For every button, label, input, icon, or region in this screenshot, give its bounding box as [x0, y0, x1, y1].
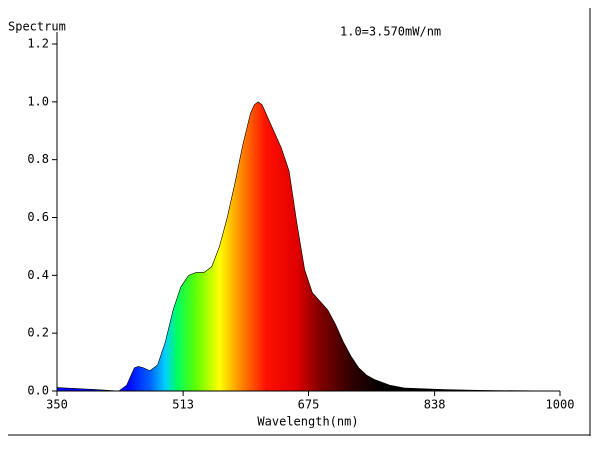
x-tick-label: 350: [46, 398, 68, 412]
y-tick-label: 1.0: [27, 94, 49, 108]
y-tick-label: 0.2: [27, 326, 49, 340]
y-tick-label: 1.2: [27, 37, 49, 51]
y-tick-label: 0.6: [27, 210, 49, 224]
chart-title: Spectrum: [8, 20, 66, 34]
annotation: 1.0=3.570mW/nm: [340, 25, 441, 39]
x-tick-label: 675: [298, 398, 320, 412]
x-axis-label: Wavelength(nm): [257, 415, 358, 429]
spectrum-area: [56, 101, 561, 392]
x-tick-label: 513: [172, 398, 194, 412]
x-tick-label: 838: [424, 398, 446, 412]
y-tick-label: 0.8: [27, 152, 49, 166]
x-tick-label: 1000: [546, 398, 575, 412]
y-tick-label: 0.4: [27, 268, 49, 282]
y-tick-label: 0.0: [27, 384, 49, 398]
